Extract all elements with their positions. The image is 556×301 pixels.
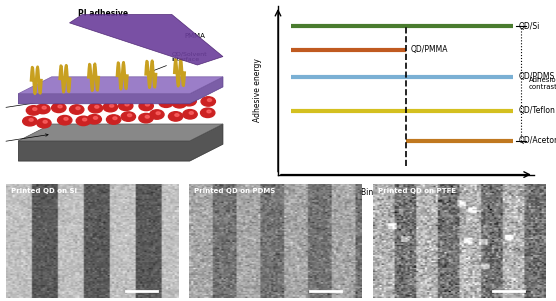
Circle shape [145,116,150,118]
Circle shape [201,108,215,117]
Polygon shape [18,77,223,94]
Circle shape [42,106,46,109]
Circle shape [58,105,62,108]
Polygon shape [70,14,223,65]
Circle shape [110,104,114,107]
Circle shape [207,99,212,101]
Circle shape [168,112,183,121]
Circle shape [52,103,66,113]
Text: Printed QD on PDMS: Printed QD on PDMS [194,188,275,194]
Circle shape [207,110,211,113]
Text: QD/Acetone: QD/Acetone [518,136,556,145]
Circle shape [113,117,117,119]
Circle shape [58,116,72,125]
Circle shape [103,102,117,112]
Circle shape [23,116,37,126]
Circle shape [150,110,164,119]
Circle shape [33,108,37,110]
Circle shape [201,97,215,106]
Text: QD/PDMS: QD/PDMS [518,72,555,81]
Circle shape [156,112,160,114]
Circle shape [182,96,196,106]
Circle shape [121,112,136,121]
Circle shape [125,103,129,106]
Circle shape [26,106,41,115]
Circle shape [29,119,33,121]
Text: QD/PMMA
interface: QD/PMMA interface [0,100,48,116]
Circle shape [70,105,84,114]
Polygon shape [18,124,223,141]
Circle shape [37,118,51,128]
Circle shape [95,105,99,108]
Circle shape [178,101,183,103]
Circle shape [146,103,150,106]
Text: QD/Si
interface: QD/Si interface [0,134,48,150]
Circle shape [139,113,153,123]
Text: PI adhesive: PI adhesive [78,9,128,18]
Polygon shape [18,77,223,104]
Text: QD/Teflon: QD/Teflon [518,106,555,115]
Circle shape [88,104,103,113]
Polygon shape [18,124,223,161]
Circle shape [43,120,47,123]
Text: QD/Si: QD/Si [518,22,540,31]
Circle shape [188,98,192,101]
Text: Printed QD on Si: Printed QD on Si [11,188,77,194]
Circle shape [87,115,101,124]
Circle shape [107,115,121,124]
Circle shape [139,101,153,111]
Text: Printed QD on PTFE: Printed QD on PTFE [378,188,456,194]
Circle shape [36,104,50,114]
Circle shape [83,118,87,121]
Circle shape [93,116,97,119]
Text: Adhesive energy: Adhesive energy [253,58,262,122]
Circle shape [118,101,133,110]
Text: Adhesion
contrast: Adhesion contrast [529,77,556,90]
Circle shape [175,114,179,116]
Circle shape [159,98,173,107]
Circle shape [76,107,80,110]
Text: QD/Solvent
interface: QD/Solvent interface [150,51,207,73]
Circle shape [64,117,68,120]
Circle shape [127,114,132,116]
Circle shape [183,110,197,119]
Text: QD/PMMA: QD/PMMA [411,45,449,54]
Text: Binary adhesion switch: Binary adhesion switch [361,188,450,197]
Circle shape [172,98,187,108]
Circle shape [189,112,193,114]
Text: PMMA: PMMA [185,33,206,39]
Circle shape [165,100,170,103]
Circle shape [76,116,91,126]
